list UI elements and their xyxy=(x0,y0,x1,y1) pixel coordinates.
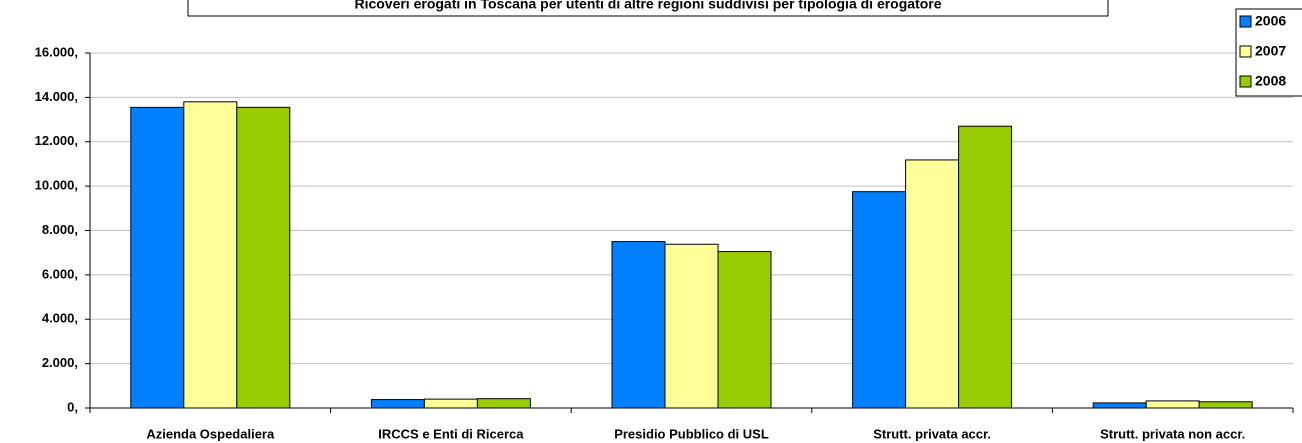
y-tick-label: 2.000, xyxy=(42,355,78,370)
chart-title: Ricoveri erogati in Toscana per utenti d… xyxy=(354,0,941,12)
y-tick-label: 4.000, xyxy=(42,311,78,326)
legend-swatch xyxy=(1239,15,1252,28)
y-tick-label: 12.000, xyxy=(35,133,78,148)
bar xyxy=(370,399,425,409)
legend-label: 2007 xyxy=(1255,43,1286,59)
y-tick-label: 16.000, xyxy=(35,44,78,59)
x-tick-label: Strutt. privata non accr. xyxy=(1100,426,1245,441)
y-tick-label: 14.000, xyxy=(35,89,78,104)
bar xyxy=(183,101,238,409)
x-tick-label: Azienda Ospedaliera xyxy=(146,426,275,441)
bar xyxy=(958,125,1013,409)
bar xyxy=(905,159,960,409)
bar xyxy=(423,398,478,409)
bar xyxy=(1198,401,1253,409)
bar xyxy=(611,241,666,409)
x-tick-label: Strutt. privata accr. xyxy=(873,426,991,441)
legend-swatch xyxy=(1239,45,1252,58)
bar xyxy=(1092,402,1147,409)
x-tick-label: IRCCS e Enti di Ricerca xyxy=(378,426,524,441)
bar xyxy=(852,191,907,409)
bar xyxy=(476,398,531,409)
y-tick-label: 8.000, xyxy=(42,222,78,237)
bar xyxy=(236,106,291,409)
legend-label: 2008 xyxy=(1255,73,1286,89)
y-tick-label: 10.000, xyxy=(35,178,78,193)
legend-swatch xyxy=(1239,75,1252,88)
title-box xyxy=(187,0,1109,17)
bar xyxy=(1145,400,1200,409)
x-tick-label: Presidio Pubblico di USL xyxy=(614,426,769,441)
legend-label: 2006 xyxy=(1255,13,1286,29)
bar xyxy=(717,251,772,409)
y-tick-label: 0, xyxy=(67,399,78,414)
y-tick-label: 6.000, xyxy=(42,266,78,281)
bar xyxy=(664,243,719,409)
bar xyxy=(130,106,185,409)
